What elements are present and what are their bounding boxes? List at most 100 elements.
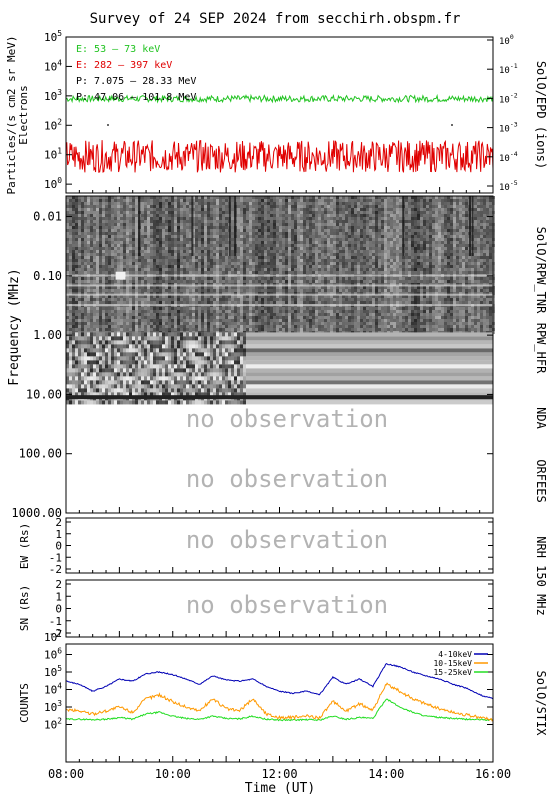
tnr-pixel xyxy=(333,202,336,205)
tnr-pixel xyxy=(222,235,225,238)
tnr-pixel xyxy=(126,289,129,292)
tnr-pixel xyxy=(288,199,291,202)
tnr-pixel xyxy=(165,214,168,217)
tnr-pixel xyxy=(144,298,147,301)
tnr-pixel xyxy=(117,247,120,250)
tnr-pixel xyxy=(108,202,111,205)
tnr-pixel xyxy=(159,298,162,301)
tnr-pixel xyxy=(366,250,369,253)
tnr-pixel xyxy=(114,322,117,325)
tnr-pixel xyxy=(330,313,333,316)
tnr-pixel xyxy=(135,286,138,289)
tnr-pixel xyxy=(183,211,186,214)
tnr-pixel xyxy=(195,259,198,262)
tnr-pixel xyxy=(345,202,348,205)
tnr-pixel xyxy=(183,310,186,313)
tnr-pixel xyxy=(111,307,114,310)
tnr-pixel xyxy=(279,310,282,313)
tnr-pixel xyxy=(156,211,159,214)
tnr-pixel xyxy=(111,322,114,325)
tnr-pixel xyxy=(387,214,390,217)
tnr-pixel xyxy=(216,298,219,301)
tnr-pixel xyxy=(282,280,285,283)
tnr-pixel xyxy=(123,328,126,331)
tnr-pixel xyxy=(93,265,96,268)
tnr-pixel xyxy=(336,205,339,208)
tnr-pixel xyxy=(114,325,117,328)
tnr-pixel xyxy=(387,196,390,199)
tnr-pixel xyxy=(369,268,372,271)
tnr-pixel xyxy=(201,313,204,316)
tnr-pixel xyxy=(195,295,198,298)
tnr-pixel xyxy=(333,271,336,274)
tnr-pixel xyxy=(246,235,249,238)
tnr-pixel xyxy=(270,265,273,268)
tnr-pixel xyxy=(132,199,135,202)
tnr-pixel xyxy=(342,238,345,241)
tnr-pixel xyxy=(171,229,174,232)
tnr-pixel xyxy=(255,205,258,208)
tnr-pixel xyxy=(171,286,174,289)
tnr-pixel xyxy=(141,238,144,241)
tnr-pixel xyxy=(219,307,222,310)
tnr-pixel xyxy=(186,271,189,274)
figure-title: Survey of 24 SEP 2024 from secchirh.obsp… xyxy=(90,11,461,27)
tnr-pixel xyxy=(327,226,330,229)
tnr-pixel xyxy=(159,232,162,235)
tnr-pixel xyxy=(75,202,78,205)
tnr-pixel xyxy=(216,277,219,280)
tnr-pixel xyxy=(192,211,195,214)
tnr-pixel xyxy=(90,211,93,214)
tnr-pixel xyxy=(255,313,258,316)
tnr-pixel xyxy=(231,316,234,319)
tnr-pixel xyxy=(222,223,225,226)
tnr-pixel xyxy=(147,196,150,199)
tnr-pixel xyxy=(300,235,303,238)
tnr-pixel xyxy=(264,328,267,331)
tnr-pixel xyxy=(357,235,360,238)
tnr-pixel xyxy=(192,319,195,322)
tnr-pixel xyxy=(90,232,93,235)
tnr-pixel xyxy=(102,298,105,301)
tnr-pixel xyxy=(75,196,78,199)
tnr-pixel xyxy=(375,217,378,220)
tnr-pixel xyxy=(225,232,228,235)
tnr-pixel xyxy=(366,196,369,199)
tnr-pixel xyxy=(105,268,108,271)
tnr-pixel xyxy=(183,253,186,256)
tnr-pixel xyxy=(144,319,147,322)
tnr-pixel xyxy=(129,247,132,250)
tnr-pixel xyxy=(105,235,108,238)
tnr-pixel xyxy=(261,328,264,331)
tnr-pixel xyxy=(135,256,138,259)
tnr-pixel xyxy=(273,220,276,223)
tnr-pixel xyxy=(84,301,87,304)
tnr-pixel xyxy=(81,241,84,244)
tnr-pixel xyxy=(183,277,186,280)
tnr-pixel xyxy=(87,220,90,223)
tnr-pixel xyxy=(375,196,378,199)
tnr-pixel xyxy=(360,307,363,310)
tnr-pixel xyxy=(156,265,159,268)
tnr-pixel xyxy=(198,313,201,316)
tnr-pixel xyxy=(222,220,225,223)
tnr-pixel xyxy=(195,232,198,235)
tnr-pixel xyxy=(165,286,168,289)
tnr-pixel xyxy=(315,250,318,253)
tnr-pixel xyxy=(147,244,150,247)
tnr-pixel xyxy=(192,325,195,328)
tnr-pixel xyxy=(249,310,252,313)
tnr-pixel xyxy=(381,211,384,214)
tnr-pixel xyxy=(186,253,189,256)
tnr-pixel xyxy=(318,322,321,325)
tnr-pixel xyxy=(264,292,267,295)
tnr-pixel xyxy=(171,265,174,268)
tnr-pixel xyxy=(240,268,243,271)
tnr-pixel xyxy=(267,310,270,313)
tnr-pixel xyxy=(210,235,213,238)
tnr-pixel xyxy=(66,319,69,322)
tnr-pixel xyxy=(183,256,186,259)
tnr-pixel xyxy=(312,244,315,247)
tnr-pixel xyxy=(267,280,270,283)
tnr-pixel xyxy=(114,295,117,298)
